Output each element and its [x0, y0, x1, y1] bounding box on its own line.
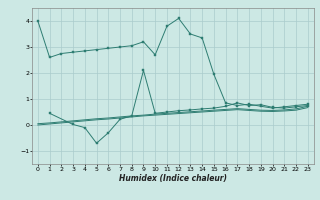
X-axis label: Humidex (Indice chaleur): Humidex (Indice chaleur) — [119, 174, 227, 183]
